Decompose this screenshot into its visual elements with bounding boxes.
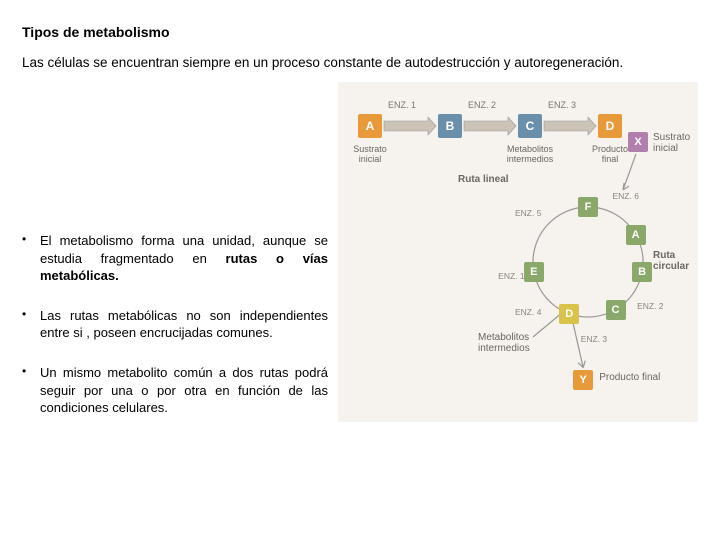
diagram-panel: A Sustratoinicial ENZ. 1 B ENZ. 2 C Metabolito… xyxy=(338,82,698,422)
bullet-marker: • xyxy=(22,364,40,417)
cycle-enzyme-6: ENZ. 6 xyxy=(613,191,639,201)
linear-enzyme-2: ENZ. 2 xyxy=(468,100,496,110)
bullet-item: • Un mismo metabolito común a dos rutas … xyxy=(22,364,328,417)
page-title: Tipos de metabolismo xyxy=(22,24,698,40)
cycle-input-label: Sustratoinicial xyxy=(653,132,690,154)
cycle-node-F: F xyxy=(578,197,598,217)
bullet-list: • El metabolismo forma una unidad, aunqu… xyxy=(22,82,328,438)
cycle-enzyme-5: ENZ. 5 xyxy=(515,208,541,218)
cycle-enzyme-3: ENZ. 3 xyxy=(581,334,607,344)
bullet-text: El metabolismo forma una unidad, aunque … xyxy=(40,232,328,285)
cycle-node-E: E xyxy=(524,262,544,282)
cycle-node-A: A xyxy=(626,225,646,245)
cycle-title: Ruta circular xyxy=(653,250,689,272)
linear-enzyme-1: ENZ. 1 xyxy=(388,100,416,110)
bullet-item: • Las rutas metabólicas no son independi… xyxy=(22,307,328,342)
circular-pathway: XSustratoinicial ABC D E F ENZ. 1 ENZ. 2 ENZ. 3… xyxy=(458,132,688,412)
intro-text: Las células se encuentran siempre en un … xyxy=(22,54,698,72)
cycle-enzyme-1: ENZ. 1 xyxy=(498,271,524,281)
cycle-output-node: Y xyxy=(573,370,593,390)
bullet-marker: • xyxy=(22,307,40,342)
cycle-metabolites-label: Metabolitosintermedios xyxy=(478,332,530,354)
cycle-input-node: X xyxy=(628,132,648,152)
cycle-node-D: D xyxy=(559,304,579,324)
bullet-text: Las rutas metabólicas no son independien… xyxy=(40,307,328,342)
cycle-node-C: C xyxy=(606,300,626,320)
bullet-item: • El metabolismo forma una unidad, aunqu… xyxy=(22,232,328,285)
bullet-marker: • xyxy=(22,232,40,285)
cycle-enzyme-2: ENZ. 2 xyxy=(637,301,663,311)
cycle-output-label: Producto final xyxy=(599,372,660,383)
cycle-node-B: B xyxy=(632,262,652,282)
linear-label-A: Sustratoinicial xyxy=(340,144,400,164)
content-area: • El metabolismo forma una unidad, aunqu… xyxy=(22,82,698,438)
linear-enzyme-3: ENZ. 3 xyxy=(548,100,576,110)
bullet-text: Un mismo metabolito común a dos rutas po… xyxy=(40,364,328,417)
linear-node-A: A xyxy=(358,114,382,138)
cycle-enzyme-4: ENZ. 4 xyxy=(515,307,541,317)
